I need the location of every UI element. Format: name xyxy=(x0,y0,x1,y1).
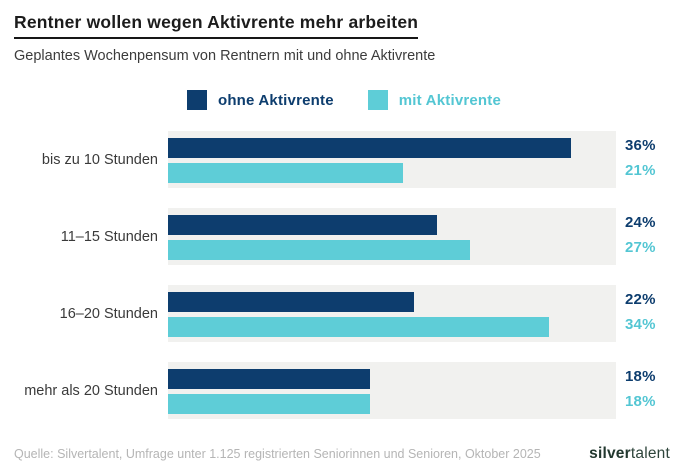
value-labels: 24% 27% xyxy=(625,208,674,265)
value-label-ohne-aktivrente: 24% xyxy=(625,214,656,231)
legend-item-mit-aktivrente: mit Aktivrente xyxy=(367,90,502,110)
bar-group: mehr als 20 Stunden 18% 18% xyxy=(14,362,674,419)
bar-ohne-aktivrente xyxy=(168,292,415,312)
bar-track xyxy=(168,362,616,419)
legend-item-ohne-aktivrente: ohne Aktivrente xyxy=(186,90,334,110)
category-label: bis zu 10 Stunden xyxy=(41,151,158,168)
category-label: 16–20 Stunden xyxy=(59,305,158,322)
legend-label-mit-aktivrente: mit Aktivrente xyxy=(398,91,502,109)
category-label: mehr als 20 Stunden xyxy=(24,382,158,399)
value-label-ohne-aktivrente: 18% xyxy=(625,368,656,385)
silvertalent-logo: silvertalent xyxy=(589,445,670,463)
bar-mit-aktivrente xyxy=(168,240,471,260)
bar-ohne-aktivrente xyxy=(168,138,572,158)
value-label-mit-aktivrente: 34% xyxy=(625,316,656,333)
logo-text-silver: silver xyxy=(589,445,631,462)
bar-ohne-aktivrente xyxy=(168,369,370,389)
bar-chart: bis zu 10 Stunden 36% 21% 11–15 Stunden … xyxy=(14,131,674,419)
bar-group: 11–15 Stunden 24% 27% xyxy=(14,208,674,265)
chart-title: Rentner wollen wegen Aktivrente mehr arb… xyxy=(14,12,419,39)
value-labels: 18% 18% xyxy=(625,362,674,419)
value-label-ohne-aktivrente: 22% xyxy=(625,291,656,308)
legend-swatch-mit-aktivrente xyxy=(367,90,388,110)
bar-group: bis zu 10 Stunden 36% 21% xyxy=(14,131,674,188)
legend-swatch-ohne-aktivrente xyxy=(186,90,207,110)
bar-track xyxy=(168,131,616,188)
value-labels: 36% 21% xyxy=(625,131,674,188)
bar-ohne-aktivrente xyxy=(168,215,437,235)
value-label-mit-aktivrente: 21% xyxy=(625,162,656,179)
bar-track xyxy=(168,285,616,342)
category-label: 11–15 Stunden xyxy=(60,228,158,245)
bar-mit-aktivrente xyxy=(168,394,370,414)
bar-mit-aktivrente xyxy=(168,317,549,337)
source-note: Quelle: Silvertalent, Umfrage unter 1.12… xyxy=(14,447,541,461)
value-label-mit-aktivrente: 18% xyxy=(625,393,656,410)
bar-mit-aktivrente xyxy=(168,163,404,183)
chart-header: Rentner wollen wegen Aktivrente mehr arb… xyxy=(14,12,674,64)
legend: ohne Aktivrente mit Aktivrente xyxy=(14,90,674,110)
value-label-ohne-aktivrente: 36% xyxy=(625,137,656,154)
chart-footer: Quelle: Silvertalent, Umfrage unter 1.12… xyxy=(14,445,670,463)
bar-track xyxy=(168,208,616,265)
value-labels: 22% 34% xyxy=(625,285,674,342)
logo-text-talent: talent xyxy=(630,445,670,462)
chart-subtitle: Geplantes Wochenpensum von Rentnern mit … xyxy=(14,48,436,64)
value-label-mit-aktivrente: 27% xyxy=(625,239,656,256)
legend-label-ohne-aktivrente: ohne Aktivrente xyxy=(217,91,334,109)
bar-group: 16–20 Stunden 22% 34% xyxy=(14,285,674,342)
